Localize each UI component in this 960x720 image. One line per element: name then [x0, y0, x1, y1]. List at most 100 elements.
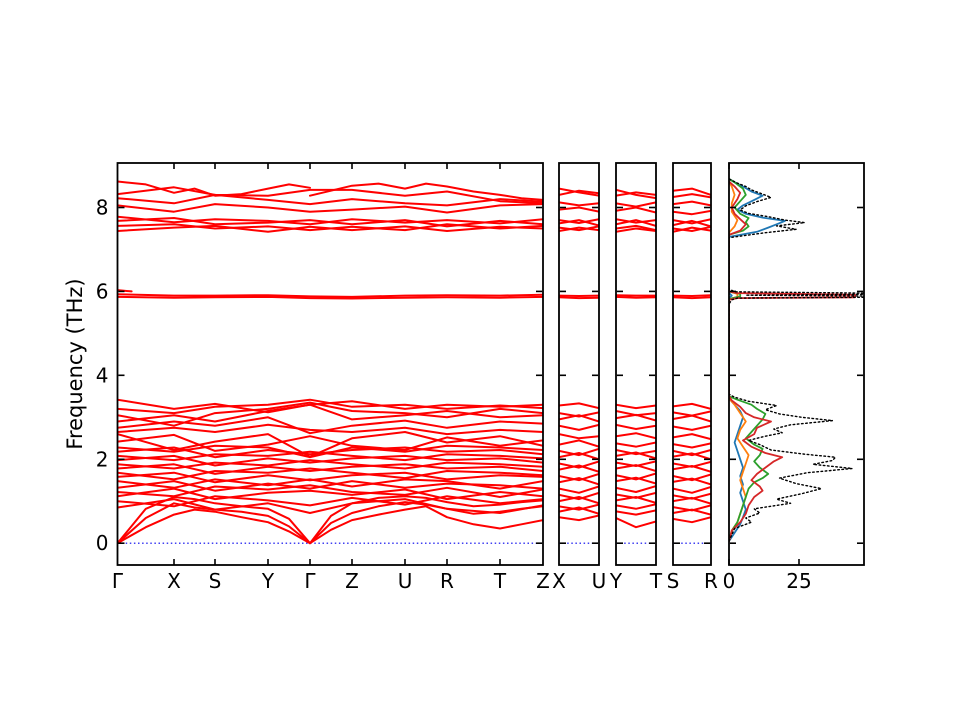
x-tick-label: Z: [536, 569, 550, 593]
axes-frame: [672, 162, 712, 566]
x-tick-label: T: [493, 569, 507, 593]
phonon-band: [673, 485, 711, 494]
phonon-band: [559, 219, 599, 227]
phonon-band: [117, 444, 543, 459]
phonon-band: [673, 496, 711, 505]
phonon-band: [616, 476, 656, 485]
phonon-band: [616, 423, 656, 430]
phonon-band: [559, 464, 599, 473]
phonon-band: [117, 224, 543, 233]
phonon-band: [616, 201, 656, 208]
phonon-band: [616, 472, 656, 481]
phonon-band: [559, 485, 599, 494]
phonon-band: [616, 403, 656, 410]
phonon-band: [559, 296, 599, 300]
phonon-band: [559, 201, 599, 207]
x-tick-label: U: [398, 569, 413, 593]
x-tick-label: X: [552, 569, 566, 593]
phonon-band: [616, 218, 656, 224]
phonon-band: [117, 484, 543, 498]
phonon-band: [559, 218, 599, 224]
phonon-band: [673, 449, 711, 457]
phonon-band: [117, 203, 543, 214]
phonon-band: [559, 491, 599, 501]
phonon-band: [559, 460, 599, 469]
phonon-band: [559, 411, 599, 418]
phonon-band: [616, 206, 656, 214]
y-tick-label: 2: [96, 447, 109, 471]
phonon-band: [616, 464, 656, 472]
phonon-band: [559, 472, 599, 482]
phonon-band: [117, 454, 543, 467]
phonon-band: [559, 439, 599, 448]
phonon-band: [559, 503, 599, 511]
phonon-band: [673, 442, 711, 449]
phonon-band: [117, 193, 543, 207]
phonon-band: [117, 217, 543, 228]
y-axis-label: Frequency (THz): [63, 278, 87, 450]
phonon-band: [559, 447, 599, 457]
y-tick-label: 8: [96, 195, 109, 219]
phonon-band: [117, 471, 543, 484]
phonon-band: [117, 495, 543, 508]
x-tick-label: R: [440, 569, 454, 593]
phonon-band: [559, 189, 599, 196]
phonon-band: [673, 187, 711, 196]
x-tick-label: S: [209, 569, 222, 593]
phonon-band: [673, 209, 711, 216]
pdos-red-curve: [729, 180, 856, 542]
phonon-band: [616, 496, 656, 504]
phonon-band: [117, 295, 543, 300]
phonon-band: [559, 187, 599, 197]
x-tick-label: X: [167, 569, 181, 593]
phonon-band: [117, 463, 543, 475]
phonon-band: [559, 414, 599, 423]
phonon-band: [117, 450, 543, 462]
phonon-band: [559, 206, 599, 213]
phonon-band: [616, 191, 656, 197]
x-tick-label: Y: [609, 569, 623, 593]
phonon-band: [117, 505, 543, 545]
phonon-band: [117, 495, 543, 545]
phonon-band: [616, 509, 656, 516]
phonon-band: [673, 424, 711, 431]
axes-frame: [728, 162, 865, 566]
phonon-band: [673, 516, 711, 524]
phonon-band: [616, 517, 656, 529]
total-dos-curve: [729, 178, 864, 542]
phonon-band: [559, 423, 599, 431]
phonon-band: [673, 477, 711, 486]
phonon-band: [616, 432, 656, 440]
phonon-band: [616, 219, 656, 227]
x-tick-label: Z: [345, 569, 359, 593]
phonon-band: [117, 459, 543, 470]
phonon-band: [616, 449, 656, 456]
phonon-band: [559, 226, 599, 232]
phonon-band: [117, 487, 543, 501]
phonon-band: [616, 295, 656, 299]
phonon-band: [616, 485, 656, 493]
phonon-band: [559, 477, 599, 486]
phonon-band: [559, 433, 599, 440]
x-tick-label: U: [592, 569, 607, 593]
x-tick-label: R: [704, 569, 718, 593]
x-tick-label: 25: [786, 569, 811, 593]
phonon-band: [673, 226, 711, 233]
phonon-band: [309, 182, 543, 201]
phonon-band: [673, 200, 711, 207]
phonon-band: [673, 225, 711, 232]
phonon-band: [117, 433, 543, 452]
phonon-band: [559, 514, 599, 522]
phonon-band: [117, 431, 543, 458]
phonon-band: [117, 186, 543, 205]
phonon-band: [673, 219, 711, 228]
phonon-band: [616, 227, 656, 233]
y-tick-label: 0: [96, 531, 109, 555]
axes-frame: [116, 162, 544, 566]
phonon-band: [673, 193, 711, 199]
phonon-band: [117, 478, 543, 490]
phonon-band: [117, 401, 543, 427]
